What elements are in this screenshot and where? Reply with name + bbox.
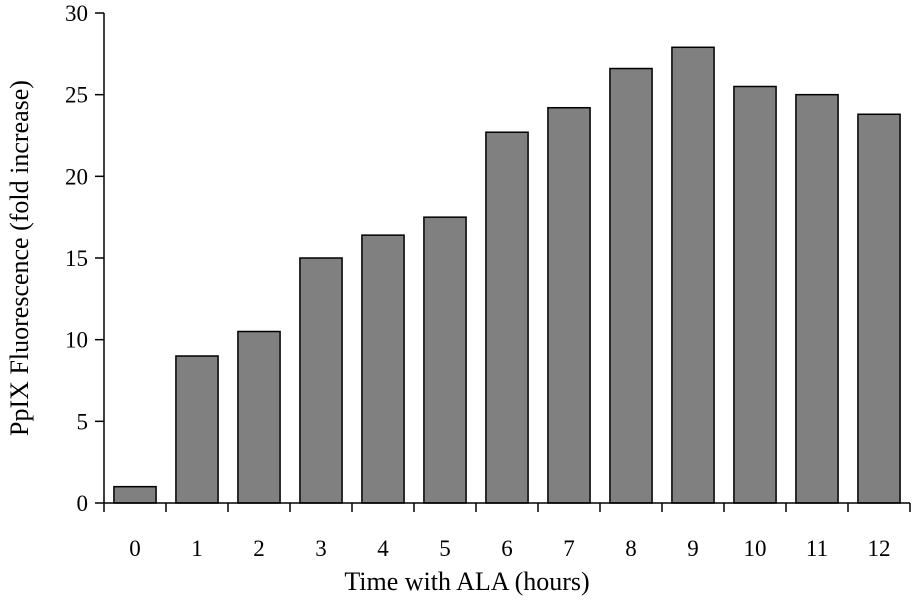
y-tick-label-15: 15 — [65, 246, 88, 271]
y-axis-title: PpIX Fluorescence (fold increase) — [5, 80, 34, 436]
bar-0 — [113, 485, 157, 504]
bar-12 — [857, 113, 901, 504]
x-axis-title: Time with ALA (hours) — [344, 567, 589, 596]
x-tick-label-3: 3 — [315, 536, 327, 561]
x-tick-label-8: 8 — [625, 536, 637, 561]
bar-2 — [237, 330, 281, 504]
y-axis: 0 5 10 15 20 25 30 — [65, 1, 105, 516]
bar-11 — [795, 93, 839, 504]
x-axis: 0 1 2 3 4 5 6 7 8 9 10 11 12 — [103, 502, 911, 561]
bar-1 — [175, 355, 219, 504]
y-tick-label-0: 0 — [77, 491, 89, 516]
bars-group — [113, 46, 901, 504]
x-tick-label-0: 0 — [129, 536, 141, 561]
x-tick-label-11: 11 — [806, 536, 828, 561]
x-tick-label-12: 12 — [868, 536, 891, 561]
y-tick-label-5: 5 — [77, 409, 89, 434]
x-tick-label-10: 10 — [744, 536, 767, 561]
bar-7 — [547, 106, 591, 504]
bar-9 — [671, 46, 715, 504]
bar-3 — [299, 257, 343, 504]
y-tick-label-10: 10 — [65, 328, 88, 353]
x-tick-label-9: 9 — [687, 536, 699, 561]
y-tick-label-30: 30 — [65, 1, 88, 26]
bar-4 — [361, 234, 405, 504]
x-tick-label-1: 1 — [191, 536, 203, 561]
x-tick-label-4: 4 — [377, 536, 389, 561]
bar-8 — [609, 67, 653, 504]
y-tick-label-25: 25 — [65, 83, 88, 108]
x-tick-label-6: 6 — [501, 536, 513, 561]
y-tick-label-20: 20 — [65, 164, 88, 189]
x-tick-label-2: 2 — [253, 536, 265, 561]
bar-5 — [423, 216, 467, 504]
x-tick-label-5: 5 — [439, 536, 451, 561]
bar-6 — [485, 131, 529, 504]
bar-10 — [733, 85, 777, 504]
x-tick-label-7: 7 — [563, 536, 575, 561]
